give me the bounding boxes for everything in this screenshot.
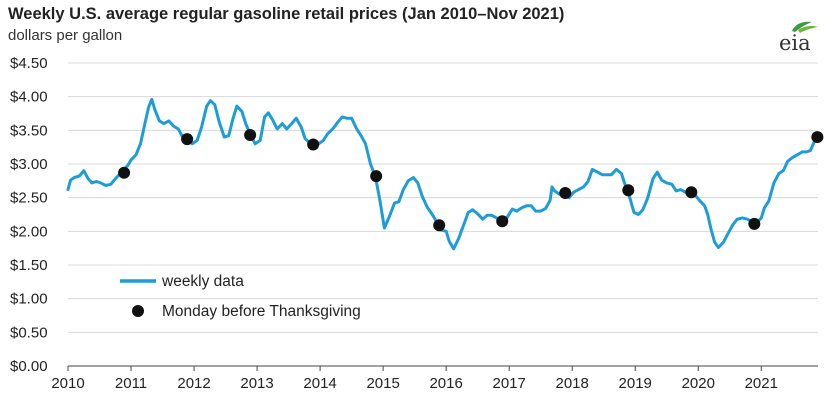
chart-grid [68, 62, 818, 333]
legend-label-weekly: weekly data [161, 273, 244, 290]
x-tick-label: 2016 [429, 375, 462, 392]
x-axis: 2010 2011 2012 2013 2014 2015 2016 2017 2018 2019… [51, 365, 818, 392]
y-tick-label: $0.00 [10, 358, 48, 375]
y-tick-label: $4.00 [10, 89, 48, 106]
y-tick-label: $2.00 [10, 223, 48, 240]
chart-subtitle: dollars per gallon [8, 27, 123, 44]
chart-title: Weekly U.S. average regular gasoline ret… [8, 5, 565, 23]
y-axis: $0.00 $0.50 $1.00 $1.50 $2.00 $2.50 $3.00 $3.50… [10, 55, 48, 375]
thanksgiving-point [748, 217, 761, 230]
y-tick-label: $4.50 [10, 55, 48, 72]
y-tick-label: $3.00 [10, 156, 48, 173]
x-tick-label: 2020 [682, 375, 715, 392]
thanksgiving-point [307, 138, 320, 151]
y-tick-label: $2.50 [10, 190, 48, 207]
thanksgiving-point [370, 170, 383, 183]
legend-marker-swatch [132, 305, 144, 317]
y-tick-label: $1.00 [10, 291, 48, 308]
y-tick-label: $0.50 [10, 324, 48, 341]
y-tick-label: $3.50 [10, 122, 48, 139]
legend-label-thanksgiving: Monday before Thanksgiving [162, 303, 361, 320]
thanksgiving-point [118, 166, 131, 179]
eia-logo-text: eia [779, 31, 811, 54]
x-tick-label: 2011 [115, 375, 147, 392]
x-tick-label: 2013 [240, 375, 273, 392]
thanksgiving-point [244, 129, 257, 142]
chart-series [66, 97, 824, 251]
x-tick-label: 2015 [366, 375, 399, 392]
x-tick-label: 2019 [619, 375, 652, 392]
thanksgiving-point [433, 219, 446, 232]
thanksgiving-point [622, 184, 635, 197]
eia-logo-leaf-icon [792, 21, 812, 32]
thanksgiving-point [559, 186, 572, 199]
eia-logo-swoosh-icon [798, 26, 818, 33]
chart-legend: weekly data Monday before Thanksgiving [120, 273, 361, 320]
x-tick-label: 2012 [177, 375, 210, 392]
x-tick-label: 2021 [745, 375, 778, 392]
thanksgiving-point [811, 131, 824, 144]
y-tick-label: $1.50 [10, 257, 48, 274]
x-tick-label: 2014 [303, 375, 336, 392]
thanksgiving-point [181, 133, 194, 146]
thanksgiving-point [496, 215, 509, 228]
thanksgiving-point [685, 186, 698, 199]
x-tick-label: 2010 [51, 375, 84, 392]
x-tick-label: 2017 [492, 375, 525, 392]
eia-logo: eia [779, 21, 818, 54]
x-tick-label: 2018 [556, 375, 589, 392]
